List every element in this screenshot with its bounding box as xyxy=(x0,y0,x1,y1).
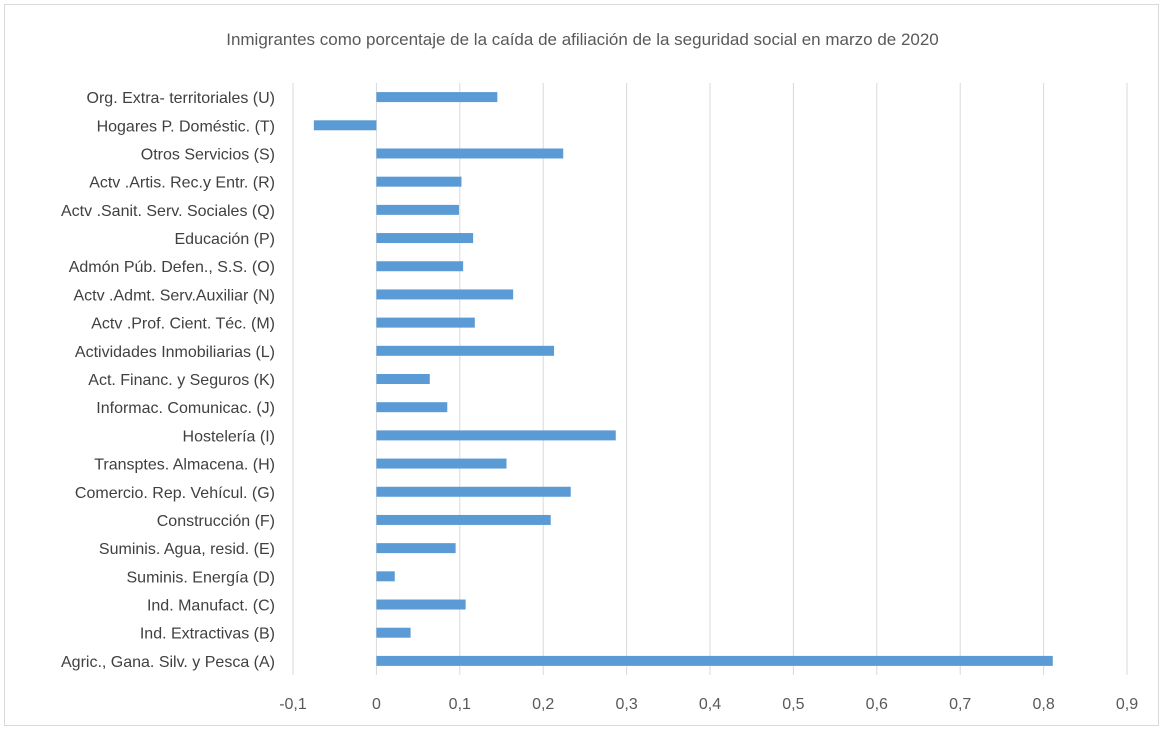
category-label: Suminis. Energía (D) xyxy=(127,569,276,586)
category-label: Act. Financ. y Seguros (K) xyxy=(88,372,275,389)
bar xyxy=(376,514,551,525)
bar xyxy=(313,120,377,131)
category-label: Ind. Manufact. (C) xyxy=(147,598,275,615)
x-tick-label: 0 xyxy=(372,696,381,713)
x-tick-label: -0,1 xyxy=(279,696,307,713)
category-labels: Org. Extra- territoriales (U) Hogares P. … xyxy=(61,90,275,671)
bar xyxy=(376,233,474,244)
category-label: Hogares P. Doméstic. (T) xyxy=(97,118,275,135)
category-label: Admón Púb. Defen., S.S. (O) xyxy=(69,259,275,276)
x-tick-labels: -0,1 0 0,1 0,2 0,3 0,4 0,5 0,6 0,7 0,8 0,9 xyxy=(279,696,1138,713)
bar xyxy=(376,317,475,328)
bar xyxy=(376,176,462,187)
category-label: Suminis. Agua, resid. (E) xyxy=(99,541,275,558)
category-label: Otros Servicios (S) xyxy=(141,146,275,163)
x-tick-label: 0,8 xyxy=(1032,696,1054,713)
bar xyxy=(376,402,448,413)
x-tick-label: 0,9 xyxy=(1116,696,1138,713)
category-label: Comercio. Rep. Vehícul. (G) xyxy=(75,485,275,502)
bar xyxy=(376,289,514,300)
bar xyxy=(376,430,616,441)
chart-title: Inmigrantes como porcentaje de la caída … xyxy=(226,30,939,49)
category-label: Actv .Sanit. Serv. Sociales (Q) xyxy=(61,203,275,220)
category-label: Educación (P) xyxy=(175,231,276,248)
bar xyxy=(376,543,456,554)
bar xyxy=(376,486,571,497)
bar xyxy=(376,599,466,610)
category-label: Actv .Admt. Serv.Auxiliar (N) xyxy=(73,287,275,304)
x-tick-label: 0,6 xyxy=(866,696,888,713)
category-label: Actv .Prof. Cient. Téc. (M) xyxy=(91,316,275,333)
chart-area xyxy=(4,4,1159,726)
category-label: Agric., Gana. Silv. y Pesca (A) xyxy=(61,654,275,671)
bar xyxy=(376,204,459,215)
category-label: Actv .Artis. Rec.y Entr. (R) xyxy=(89,175,275,192)
bar xyxy=(376,261,464,272)
x-tick-label: 0,1 xyxy=(449,696,471,713)
category-label: Construcción (F) xyxy=(157,513,275,530)
bar xyxy=(376,627,411,638)
bar xyxy=(376,458,507,469)
category-label: Hostelería (I) xyxy=(183,428,275,445)
bar xyxy=(376,148,564,159)
bars xyxy=(313,92,1053,666)
bar xyxy=(376,345,555,356)
category-label: Transptes. Almacena. (H) xyxy=(94,457,275,474)
category-label: Informac. Comunicac. (J) xyxy=(96,400,275,417)
x-tick-label: 0,3 xyxy=(615,696,637,713)
x-tick-label: 0,5 xyxy=(782,696,804,713)
bar xyxy=(376,92,498,103)
x-tick-label: 0,7 xyxy=(949,696,971,713)
x-tick-label: 0,2 xyxy=(532,696,554,713)
bar xyxy=(376,655,1053,666)
category-label: Ind. Extractivas (B) xyxy=(140,626,275,643)
bar xyxy=(376,374,430,384)
category-label: Org. Extra- territoriales (U) xyxy=(87,90,275,107)
bar xyxy=(376,571,395,582)
x-tick-label: 0,4 xyxy=(699,696,721,713)
category-label: Actividades Inmobiliarias (L) xyxy=(75,344,275,361)
gridlines xyxy=(292,83,1128,675)
